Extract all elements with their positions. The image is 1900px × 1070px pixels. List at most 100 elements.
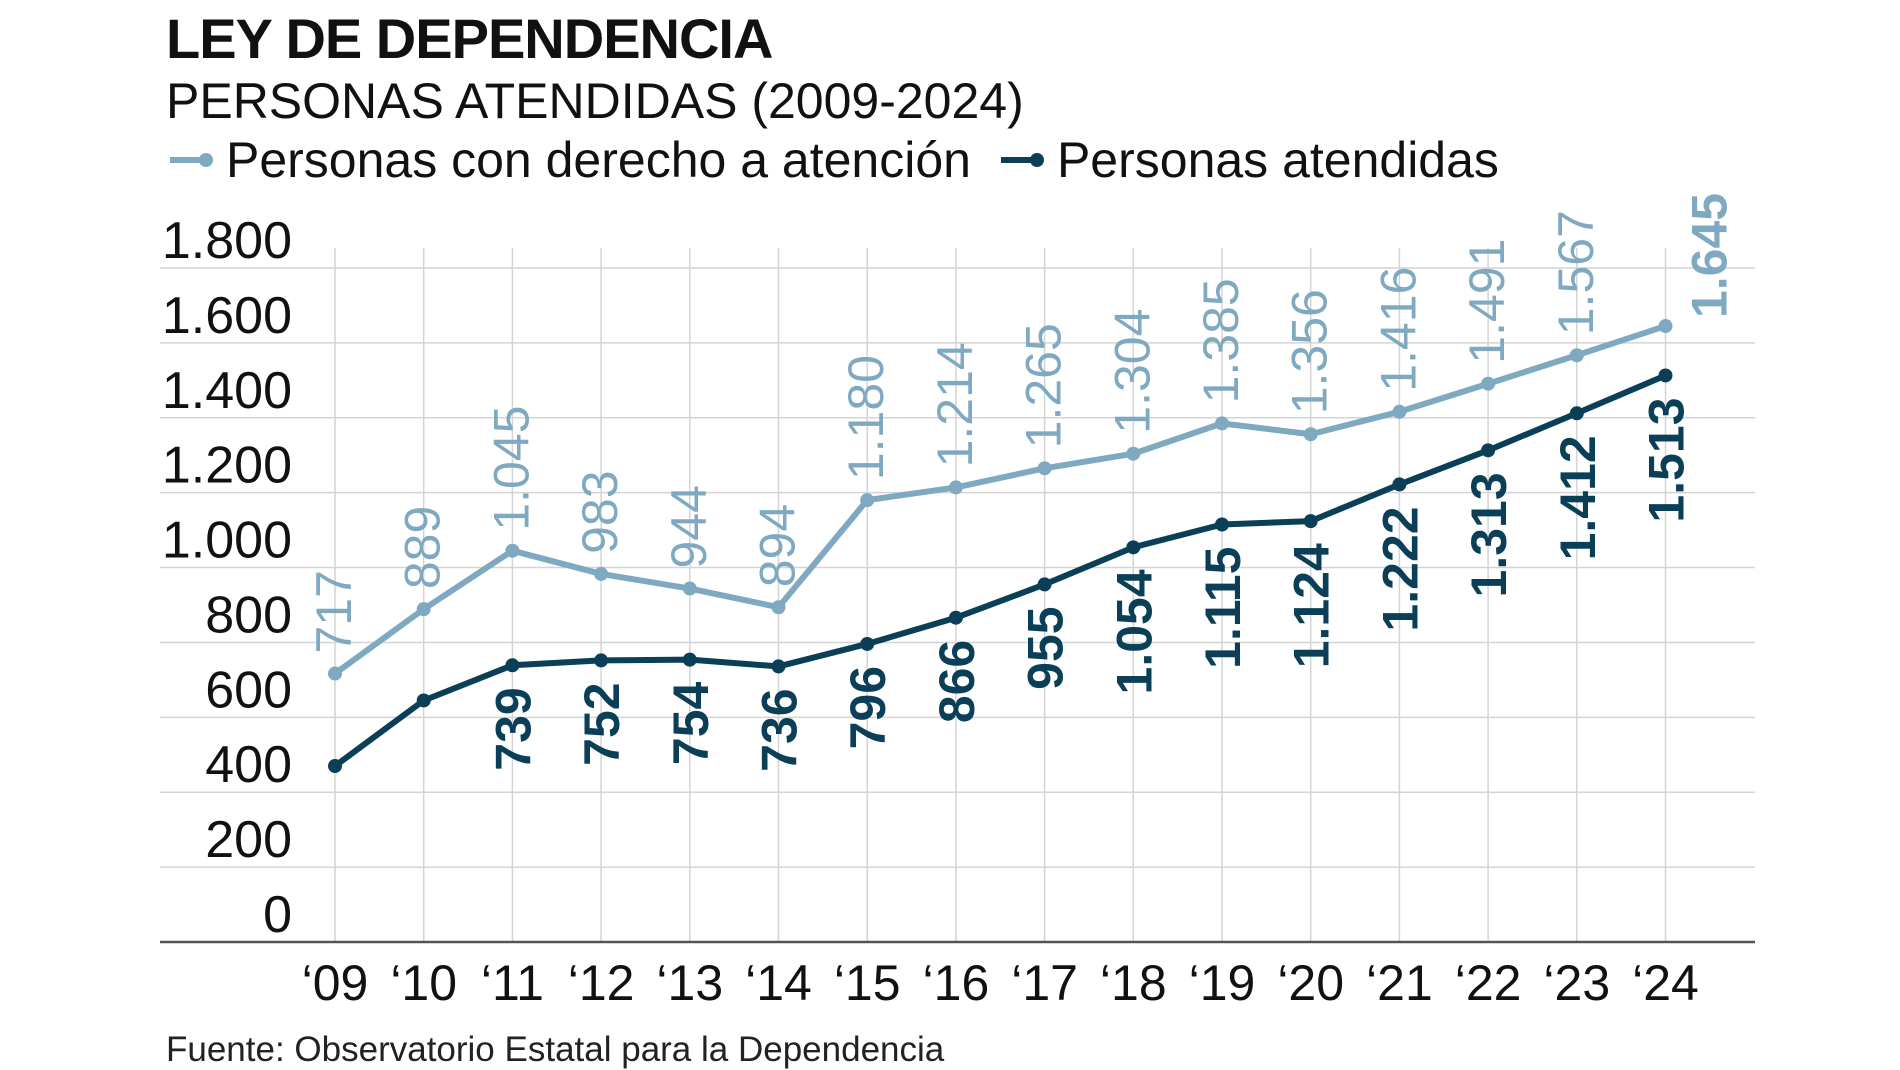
data-point-rights — [1037, 461, 1052, 476]
legend-label-rights: Personas con derecho a atención — [226, 132, 971, 188]
x-tick-label: ‘18 — [1100, 955, 1167, 1011]
data-label-attended: 754 — [663, 681, 719, 765]
x-tick-label: ‘22 — [1455, 955, 1522, 1011]
data-label-attended: 955 — [1018, 606, 1074, 689]
y-tick-label: 0 — [263, 886, 292, 944]
x-tick-label: ‘23 — [1543, 955, 1610, 1011]
data-point-rights — [771, 600, 786, 615]
axes: 0 200 400 600 800 1.000 1.200 1.400 1.600 1.800 ‘0… — [160, 212, 1755, 1011]
data-point-rights — [1658, 319, 1673, 334]
data-point-rights — [682, 581, 697, 596]
chart-title: LEY DE DEPENDENCIA — [166, 7, 773, 70]
legend-marker-light-icon — [170, 153, 213, 167]
data-point-attended — [860, 636, 875, 651]
series-line-attended — [333, 372, 1667, 769]
series — [328, 319, 1673, 774]
x-tick-label: ‘14 — [745, 955, 812, 1011]
legend-marker-dark-icon — [1000, 153, 1044, 167]
data-label-attended: 736 — [752, 688, 808, 771]
legend-label-attended: Personas atendidas — [1056, 132, 1499, 188]
data-point-attended — [594, 653, 609, 668]
series-line-rights — [333, 323, 1667, 676]
data-point-attended — [682, 652, 697, 667]
data-point-rights — [505, 543, 520, 558]
data-point-rights — [416, 602, 431, 617]
data-point-rights — [594, 566, 609, 581]
y-tick-label: 1.400 — [162, 362, 292, 420]
data-label-rights: 1.385 — [1193, 278, 1249, 403]
data-point-rights — [1481, 376, 1496, 391]
y-tick-label: 200 — [205, 811, 292, 869]
data-label-rights: 1.567 — [1548, 210, 1604, 335]
data-labels: 717 889 1.045 983 944 894 1.180 1.214 1.265 1.304… — [306, 193, 1738, 772]
data-point-attended — [505, 658, 520, 673]
data-point-attended — [328, 759, 342, 774]
data-point-attended — [1392, 477, 1407, 492]
data-point-rights — [1392, 404, 1407, 419]
data-label-rights: 944 — [661, 485, 717, 568]
y-tick-label: 800 — [205, 586, 292, 644]
data-point-attended — [416, 693, 431, 708]
data-label-rights: 1.645 — [1682, 193, 1738, 318]
data-point-attended — [771, 659, 786, 674]
data-label-rights: 717 — [306, 570, 362, 653]
data-point-rights — [948, 480, 963, 495]
x-tick-label: ‘11 — [481, 955, 544, 1011]
data-label-rights: 1.416 — [1370, 267, 1426, 392]
subtitle-years: (2009-2024) — [751, 73, 1024, 129]
source-note: Fuente: Observatorio Estatal para la Dep… — [166, 1030, 945, 1069]
data-label-attended: 866 — [929, 640, 985, 723]
data-label-rights: 894 — [750, 504, 806, 587]
data-label-rights: 1.265 — [1016, 323, 1072, 448]
data-point-attended — [1215, 517, 1229, 532]
data-label-attended: 739 — [485, 687, 541, 770]
data-label-attended: 1.222 — [1372, 506, 1428, 631]
data-label-attended: 1.124 — [1284, 543, 1340, 668]
x-tick-label: ‘09 — [302, 955, 369, 1011]
x-tick-label: ‘21 — [1366, 955, 1433, 1011]
data-point-attended — [1658, 368, 1673, 383]
data-label-rights: 1.491 — [1459, 239, 1515, 364]
subtitle-main: PERSONAS ATENDIDAS — [166, 73, 738, 129]
data-point-attended — [1569, 406, 1584, 421]
data-point-attended — [1481, 443, 1496, 458]
data-point-rights — [1569, 348, 1584, 363]
data-label-rights: 1.304 — [1104, 309, 1160, 434]
data-label-attended: 1.115 — [1195, 546, 1251, 668]
x-tick-label: ‘17 — [1011, 955, 1078, 1011]
legend-item-rights: Personas con derecho a atención — [170, 131, 971, 189]
y-tick-label: 600 — [205, 661, 292, 719]
data-point-attended — [948, 610, 963, 625]
data-point-rights — [1303, 427, 1318, 442]
y-tick-label: 1.800 — [162, 212, 292, 270]
data-point-attended — [1303, 514, 1318, 529]
x-tick-label: ‘12 — [568, 955, 635, 1011]
data-point-rights — [1215, 416, 1229, 431]
y-tick-label: 1.200 — [162, 437, 292, 495]
y-tick-label: 1.600 — [162, 287, 292, 345]
data-label-rights: 1.180 — [838, 355, 894, 480]
x-tick-label: ‘15 — [834, 955, 901, 1011]
x-tick-label: ‘19 — [1189, 955, 1256, 1011]
data-point-rights — [860, 493, 875, 508]
legend-item-attended: Personas atendidas — [1000, 131, 1499, 189]
data-label-attended: 1.513 — [1639, 397, 1695, 522]
x-tick-label: ‘10 — [390, 955, 457, 1011]
y-tick-label: 400 — [205, 736, 292, 794]
data-point-attended — [1037, 577, 1052, 592]
data-label-attended: 1.313 — [1461, 472, 1517, 597]
data-label-attended: 1.054 — [1106, 569, 1162, 694]
data-label-attended: 752 — [574, 682, 630, 765]
data-label-rights: 889 — [395, 506, 451, 589]
x-tick-label: ‘24 — [1632, 955, 1699, 1011]
grid — [160, 248, 1755, 942]
legend: Personas con derecho a atención Personas… — [170, 128, 1499, 192]
data-label-attended: 796 — [840, 666, 896, 749]
x-tick-label: ‘16 — [923, 955, 990, 1011]
x-tick-label: ‘13 — [656, 955, 723, 1011]
data-point-attended — [1126, 540, 1141, 555]
data-label-rights: 1.045 — [483, 406, 539, 531]
data-label-rights: 1.356 — [1282, 289, 1338, 414]
chart-subtitle: PERSONAS ATENDIDAS (2009-2024) — [166, 72, 1024, 130]
